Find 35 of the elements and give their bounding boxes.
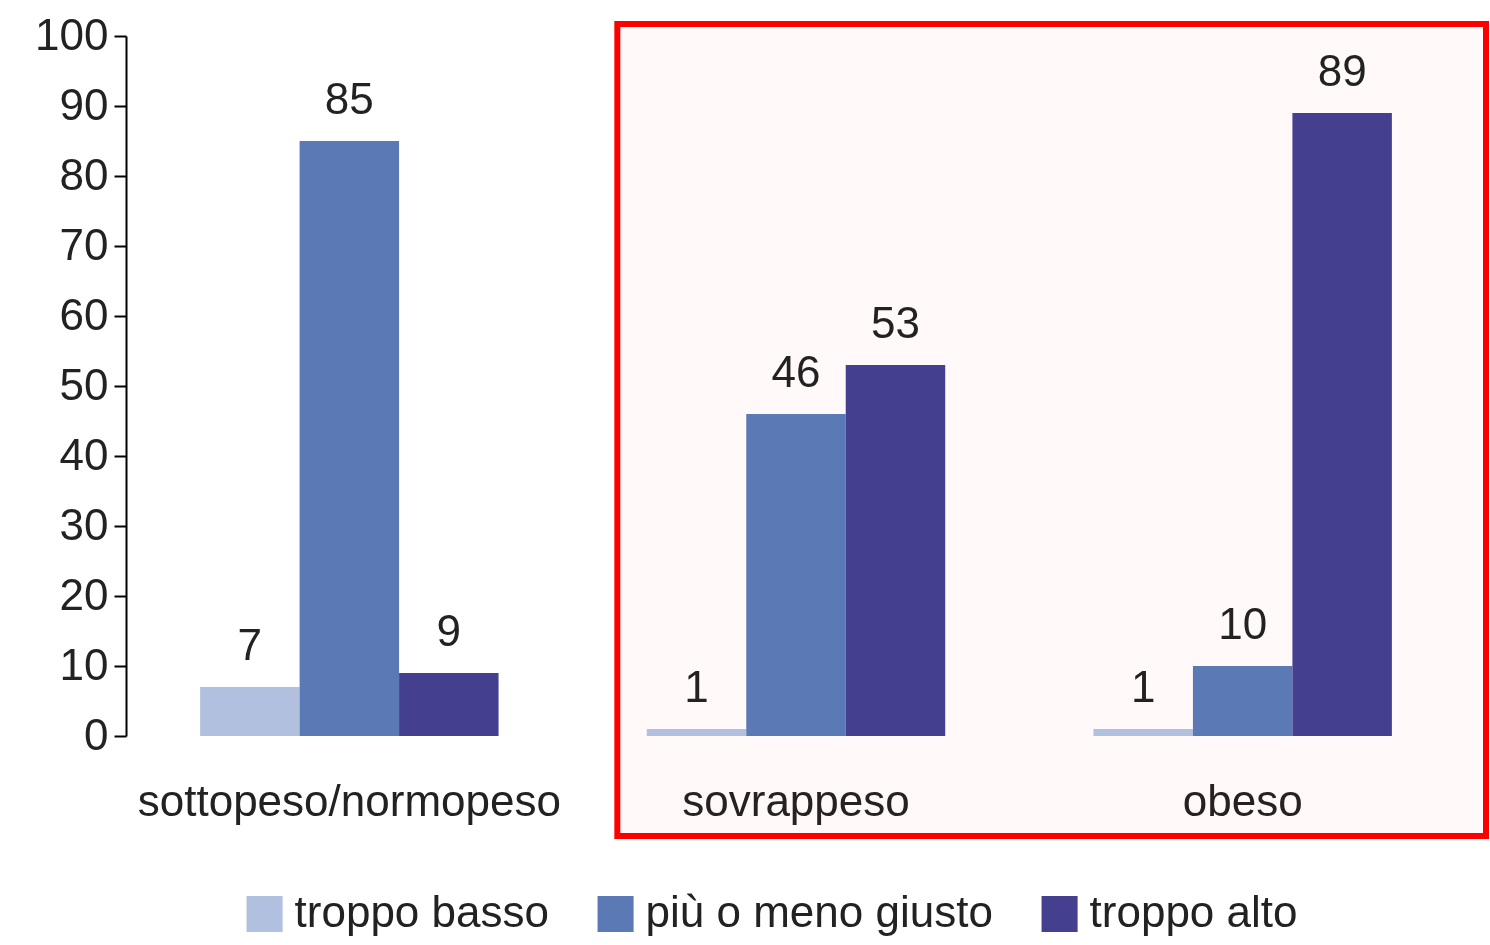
bar — [845, 365, 946, 736]
y-tick-label: 50 — [59, 359, 109, 409]
data-label: 53 — [871, 298, 920, 347]
data-label: 46 — [771, 347, 821, 396]
y-tick-label: 100 — [35, 9, 109, 59]
y-tick-label: 10 — [59, 639, 109, 689]
y-tick-label: 30 — [59, 499, 109, 549]
legend-label: più o meno giusto — [645, 887, 993, 936]
x-tick-label: obeso — [1182, 775, 1303, 825]
bar — [399, 673, 499, 736]
y-tick-label: 40 — [59, 429, 109, 479]
legend-label: troppo basso — [294, 887, 549, 936]
bar — [646, 729, 747, 736]
bar — [746, 414, 846, 736]
x-tick-label: sottopeso/normopeso — [137, 775, 561, 825]
data-label: 89 — [1317, 46, 1367, 95]
data-label: 9 — [436, 606, 462, 655]
y-tick-label: 20 — [59, 569, 109, 619]
bar — [1192, 666, 1293, 736]
bar — [200, 687, 300, 736]
bar — [1292, 113, 1392, 736]
data-label: 1 — [684, 662, 709, 711]
y-tick-label: 70 — [59, 219, 109, 269]
x-tick-label: sovrappeso — [682, 775, 910, 825]
y-tick-label: 90 — [59, 79, 109, 129]
data-label: 7 — [237, 620, 263, 669]
data-label: 1 — [1130, 662, 1156, 711]
bar — [299, 141, 400, 736]
bar — [1093, 729, 1193, 736]
y-tick-label: 60 — [59, 289, 109, 339]
data-label: 10 — [1218, 599, 1268, 648]
data-label: 85 — [324, 74, 374, 123]
y-tick-label: 80 — [59, 149, 109, 199]
y-tick-label: 0 — [84, 709, 109, 759]
legend-label: troppo alto — [1089, 887, 1298, 936]
